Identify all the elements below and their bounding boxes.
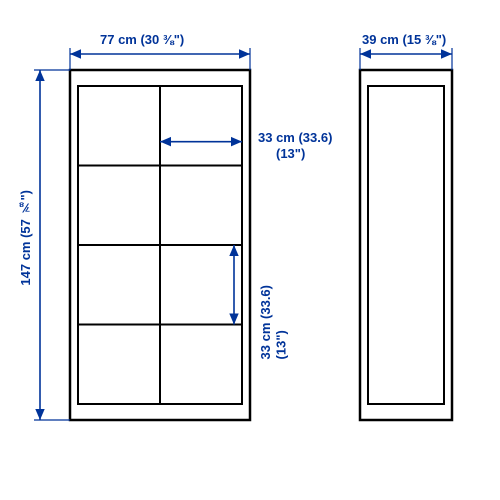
dim-overall-height: 147 cm (57 ⅞"): [18, 190, 34, 286]
dim-cube-height: 33 cm (33.6) (13"): [258, 285, 289, 359]
dim-overall-width: 77 cm (30 ⅜"): [100, 32, 184, 48]
dimension-diagram: [0, 0, 500, 500]
dim-cube-width: 33 cm (33.6) (13"): [258, 130, 332, 161]
dim-depth: 39 cm (15 ⅜"): [362, 32, 446, 48]
